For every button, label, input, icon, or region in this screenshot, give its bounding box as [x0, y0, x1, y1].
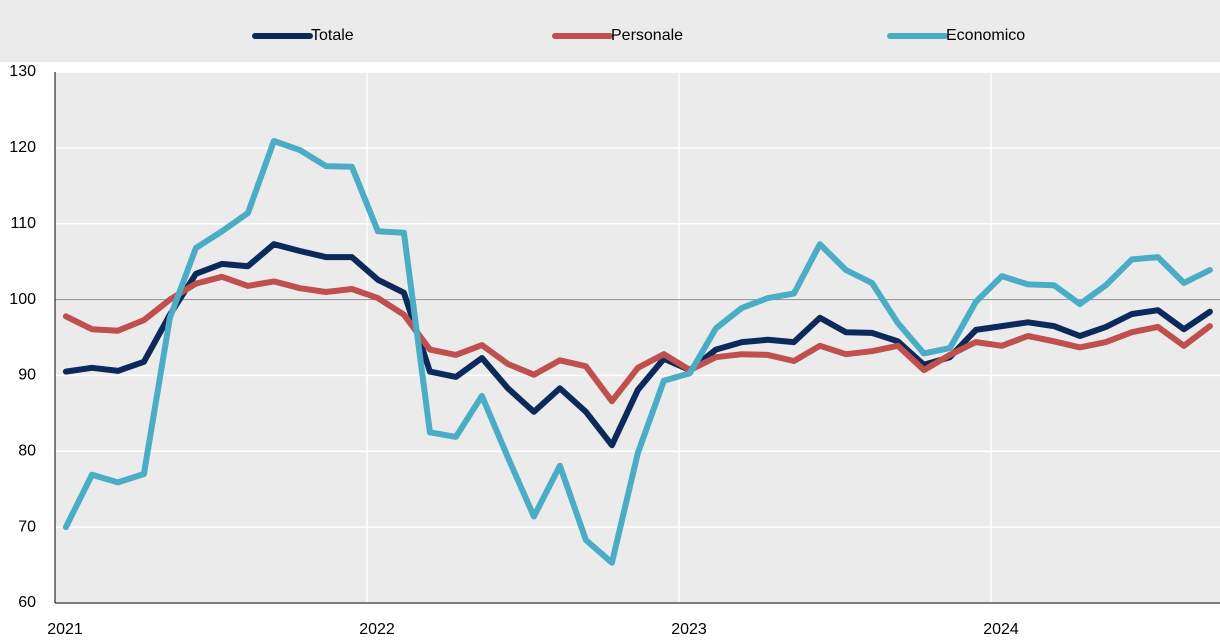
legend-label: Totale [311, 27, 354, 44]
y-tick-label: 110 [10, 215, 36, 232]
x-tick-label: 2023 [671, 621, 707, 638]
y-tick-label: 80 [18, 443, 36, 460]
y-tick-label: 100 [9, 291, 36, 308]
legend-background [0, 0, 1220, 62]
series-line [62, 138, 1213, 566]
series-line [62, 241, 1213, 449]
y-tick-label: 60 [18, 594, 36, 611]
y-tick-label: 90 [18, 367, 36, 384]
y-tick-label: 120 [9, 139, 36, 156]
x-tick-label: 2024 [983, 621, 1019, 638]
y-tick-label: 130 [9, 63, 36, 80]
x-tick-label: 2021 [47, 621, 83, 638]
legend-label: Personale [611, 27, 683, 44]
x-tick-label: 2022 [359, 621, 395, 638]
y-tick-label: 70 [18, 518, 36, 535]
series-line [62, 273, 1213, 405]
legend-label: Economico [946, 27, 1025, 44]
